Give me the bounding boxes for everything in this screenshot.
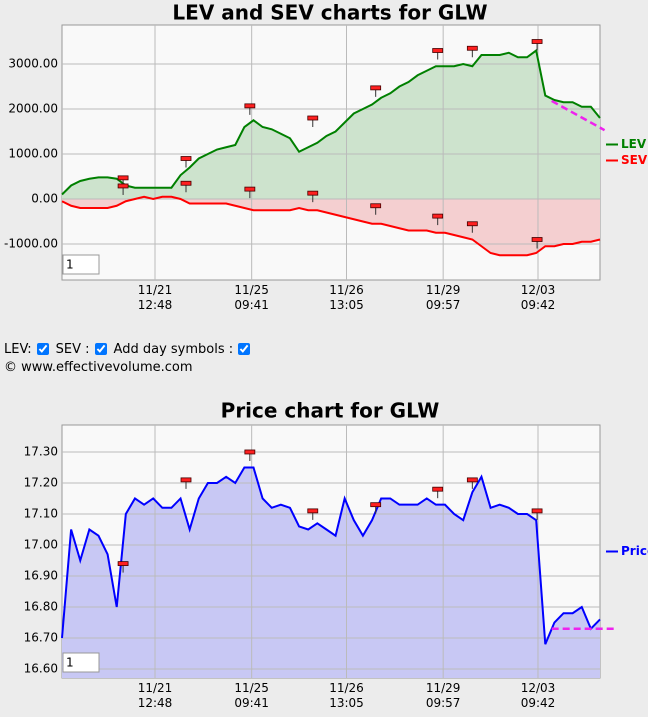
day-mark (531, 237, 543, 242)
day-mark (432, 213, 444, 219)
day-mark (117, 183, 129, 189)
series-line (61, 48, 601, 196)
day-mark (531, 39, 543, 44)
range-box (62, 652, 100, 673)
day-mark (244, 449, 256, 455)
chart-title: Price chart for GLW (221, 399, 440, 423)
day-mark (244, 186, 256, 192)
day-mark (244, 103, 256, 109)
x-tick-label: 11/21 12:48 (138, 681, 173, 710)
day-mark (307, 508, 319, 514)
y-tick-label: 0.00 (31, 192, 58, 206)
series-line (61, 195, 601, 257)
range-box-value: 1 (66, 656, 74, 670)
x-tick-label: 11/26 13:05 (329, 681, 364, 710)
sev-checkbox[interactable] (94, 343, 107, 355)
x-tick-label: 11/26 13:05 (329, 283, 364, 312)
chart-title: LEV and SEV charts for GLW (172, 1, 487, 25)
y-tick-label: 16.60 (24, 662, 58, 676)
x-tick-label: 11/29 09:57 (426, 283, 461, 312)
y-tick-label: -1000.00 (4, 237, 58, 251)
y-tick-label: 16.70 (24, 631, 58, 645)
toggle-label: Add day symbols : (113, 341, 234, 357)
day-mark (432, 486, 444, 492)
y-tick-label: 2000.00 (8, 102, 58, 116)
copyright: © www.effectivevolume.com (4, 359, 193, 375)
legend-label: SEV (621, 153, 648, 167)
y-tick-label: 1000.00 (8, 147, 58, 161)
trend-line (551, 99, 606, 132)
x-tick-label: 11/25 09:41 (234, 283, 269, 312)
x-tick-label: 11/25 09:41 (234, 681, 269, 710)
toggle-row: LEV: SEV : Add day symbols : (4, 340, 254, 358)
x-tick-label: 11/21 12:48 (138, 283, 173, 312)
day-mark (531, 508, 543, 514)
day-mark (180, 156, 192, 161)
legend-label: Price (621, 544, 648, 558)
day-mark (466, 45, 478, 51)
day-mark (307, 190, 319, 196)
day-mark (370, 85, 382, 91)
area (62, 196, 600, 256)
y-tick-label: 17.20 (24, 475, 58, 489)
range-box-value: 1 (66, 258, 74, 272)
lev-checkbox[interactable] (36, 343, 49, 355)
day-mark (307, 115, 319, 121)
x-tick-label: 11/29 09:57 (426, 681, 461, 710)
x-tick-label: 12/03 09:42 (521, 681, 556, 710)
area (62, 467, 600, 678)
y-tick-label: 3000.00 (8, 57, 58, 71)
day-symbols-checkbox[interactable] (238, 343, 251, 355)
controls: LEV: SEV : Add day symbols : © www.effec… (4, 340, 254, 376)
day-mark (466, 221, 478, 227)
y-tick-label: 16.80 (24, 599, 58, 613)
range-box (62, 254, 100, 275)
series-line (61, 466, 601, 645)
day-mark (117, 561, 129, 566)
x-tick-label: 12/03 09:42 (521, 283, 556, 312)
toggle-label: LEV: (4, 341, 32, 357)
y-tick-label: 17.10 (24, 506, 58, 520)
y-tick-label: 17.00 (24, 537, 58, 551)
day-mark (370, 203, 382, 209)
day-mark (180, 180, 192, 186)
legend-label: LEV (621, 137, 647, 151)
day-mark (432, 48, 444, 53)
y-tick-label: 16.90 (24, 568, 58, 582)
toggle-label: SEV : (55, 341, 90, 357)
day-mark (117, 175, 129, 181)
day-mark (180, 477, 192, 483)
y-tick-label: 17.30 (24, 444, 58, 458)
day-mark (466, 477, 478, 483)
day-mark (370, 502, 382, 508)
